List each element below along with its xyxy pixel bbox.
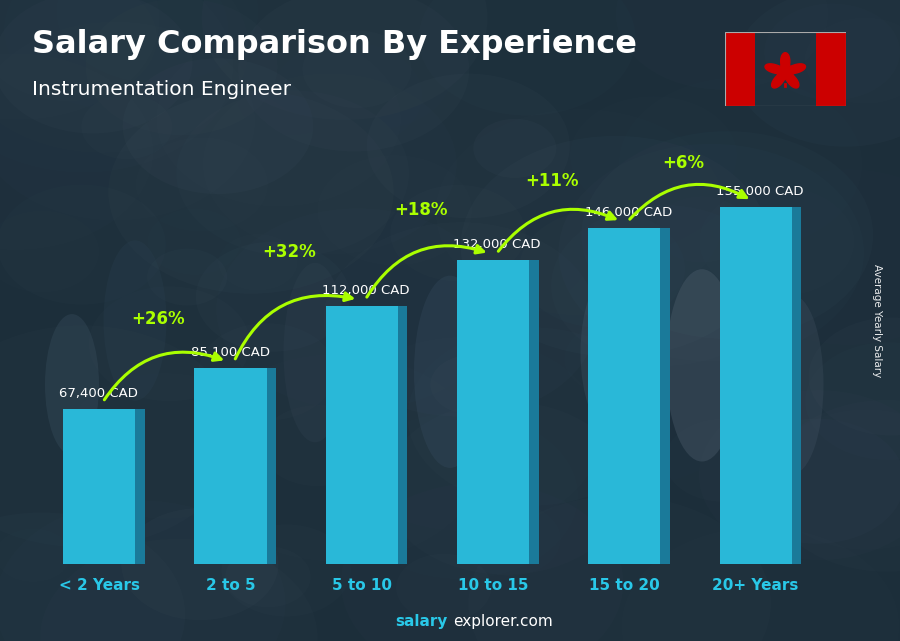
Bar (589, 228, 661, 564)
Bar (194, 369, 266, 564)
Bar (792, 208, 801, 564)
Text: 112,000 CAD: 112,000 CAD (322, 284, 410, 297)
Text: Instrumentation Engineer: Instrumentation Engineer (32, 80, 291, 99)
Text: +6%: +6% (662, 154, 705, 172)
Bar (266, 369, 276, 564)
Text: +18%: +18% (394, 201, 447, 219)
Text: explorer.com: explorer.com (453, 615, 553, 629)
Text: 67,400 CAD: 67,400 CAD (59, 387, 139, 400)
Bar (529, 260, 538, 564)
Bar (719, 208, 792, 564)
Bar (63, 409, 135, 564)
Text: 132,000 CAD: 132,000 CAD (454, 238, 541, 251)
Text: +11%: +11% (526, 172, 579, 190)
Bar (661, 228, 670, 564)
Bar (326, 306, 398, 564)
Text: Average Yearly Salary: Average Yearly Salary (872, 264, 883, 377)
Text: 85,100 CAD: 85,100 CAD (191, 346, 270, 359)
Polygon shape (765, 53, 806, 88)
Bar (724, 32, 755, 106)
Text: +32%: +32% (263, 243, 317, 261)
Bar (457, 260, 529, 564)
Text: 146,000 CAD: 146,000 CAD (585, 206, 672, 219)
Bar (135, 409, 145, 564)
Text: 155,000 CAD: 155,000 CAD (716, 185, 804, 198)
Text: Salary Comparison By Experience: Salary Comparison By Experience (32, 29, 636, 60)
Bar (815, 32, 846, 106)
Bar (398, 306, 408, 564)
Text: +26%: +26% (131, 310, 185, 328)
Text: salary: salary (395, 615, 447, 629)
